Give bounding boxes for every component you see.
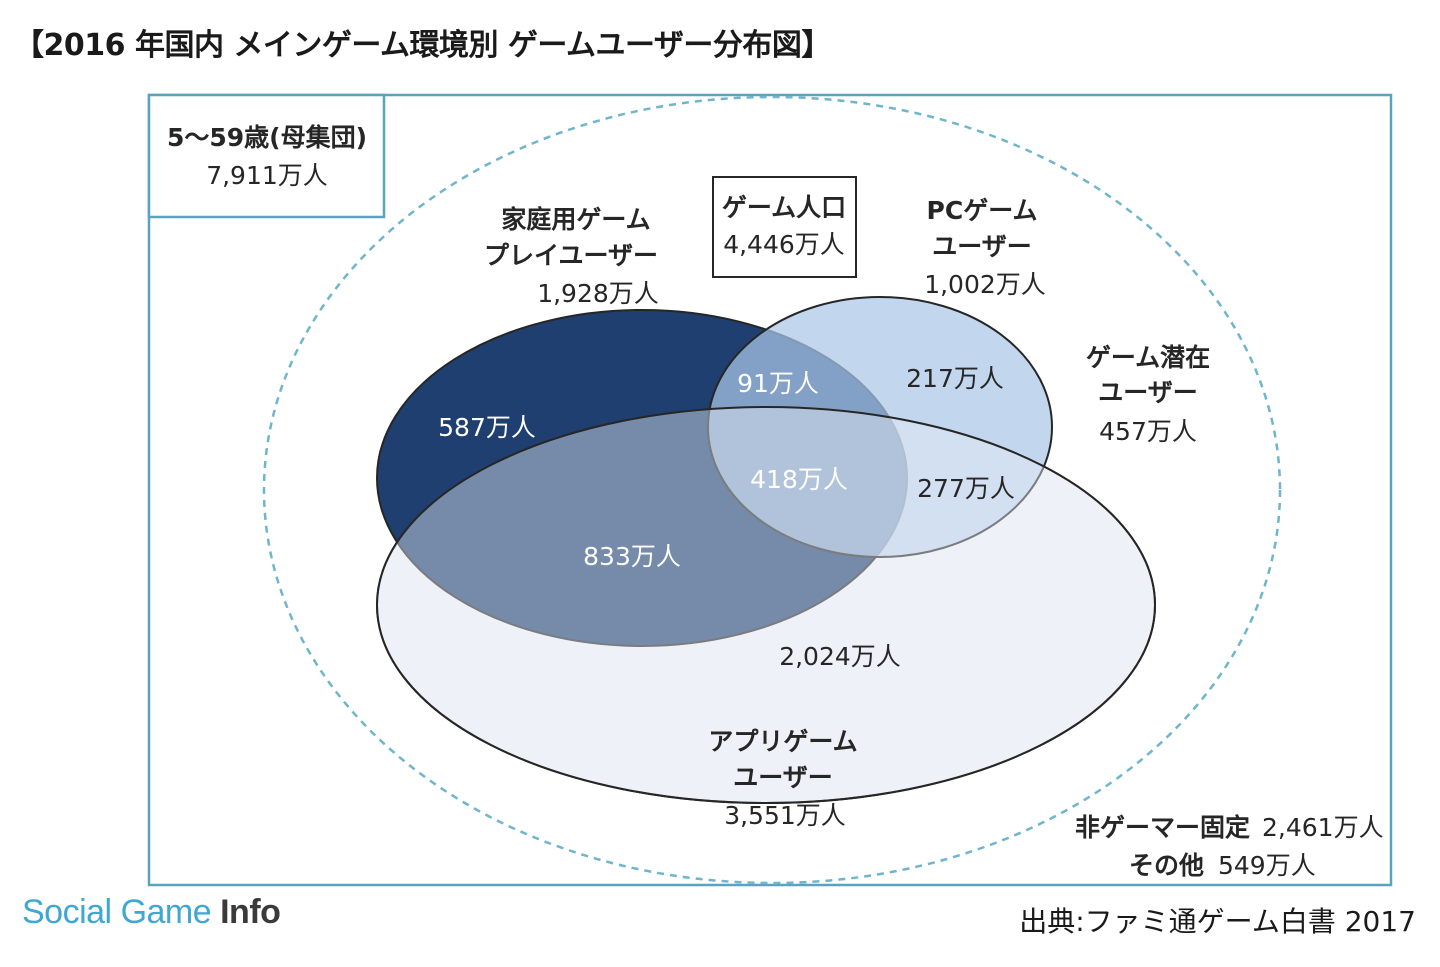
game-population-label: ゲーム人口	[722, 193, 846, 222]
segment-app-only: 2,024万人	[779, 642, 901, 671]
pc-users-line2: ユーザー	[932, 232, 1032, 261]
non-gamer-value: 2,461万人	[1262, 813, 1384, 842]
brand-word-social: Social	[22, 893, 112, 931]
population-label-box	[147, 93, 386, 219]
other-value: 549万人	[1218, 851, 1316, 880]
brand-word-game: Game	[120, 893, 212, 931]
non-gamer-label: 非ゲーマー固定	[1075, 813, 1250, 842]
app-users-line1: アプリゲーム	[708, 727, 857, 756]
console-users-line2: プレイユーザー	[484, 241, 658, 270]
page-title: 【2016 年国内 メインゲーム環境別 ゲームユーザー分布図】	[14, 28, 831, 63]
pc-users-value: 1,002万人	[924, 270, 1046, 299]
game-population-boundary	[262, 95, 1282, 885]
segment-all-three: 418万人	[750, 465, 848, 494]
app-users-line2: ユーザー	[733, 763, 833, 792]
population-frame	[147, 93, 1393, 887]
segment-pc-app: 277万人	[917, 474, 1015, 503]
segment-console-app: 833万人	[583, 542, 681, 571]
app-users-overlay	[376, 406, 1156, 804]
potential-users-line2: ユーザー	[1098, 378, 1198, 407]
pc-users-ellipse	[707, 296, 1053, 558]
segment-pc-only: 217万人	[906, 364, 1004, 393]
game-population-value: 4,446万人	[723, 230, 845, 259]
segment-console-only: 587万人	[438, 413, 536, 442]
brand-word-info: Info	[220, 893, 281, 931]
console-users-line1: 家庭用ゲーム	[501, 205, 650, 234]
console-users-value: 1,928万人	[537, 279, 659, 308]
game-population-box	[712, 176, 857, 278]
pc-users-line1: PCゲーム	[927, 196, 1038, 225]
app-users-value: 3,551万人	[724, 801, 846, 830]
source-credit: 出典:ファミ通ゲーム白書 2017	[1019, 905, 1416, 938]
population-label: 5〜59歳(母集団)	[167, 123, 367, 152]
brand-logo: Social Game Info	[22, 893, 281, 932]
population-value: 7,911万人	[206, 161, 328, 190]
segment-console-pc: 91万人	[737, 369, 819, 398]
other-label: その他	[1129, 851, 1204, 880]
potential-users-value: 457万人	[1099, 417, 1197, 446]
potential-users-line1: ゲーム潜在	[1086, 343, 1210, 372]
